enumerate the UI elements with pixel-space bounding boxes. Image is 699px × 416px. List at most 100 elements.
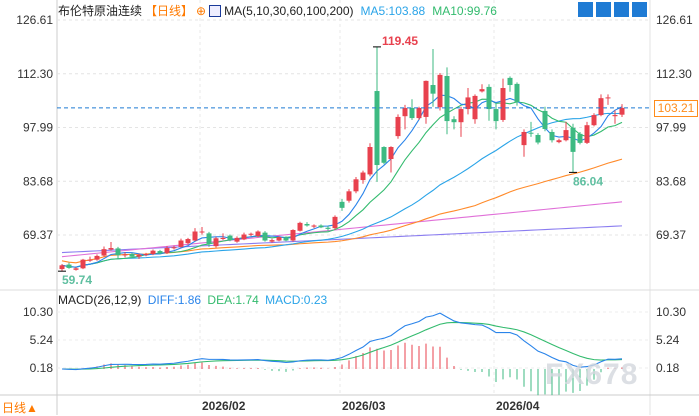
candle-body xyxy=(584,125,590,143)
candle-body xyxy=(444,76,450,122)
crosshair-toggle-icon[interactable]: ⊕ xyxy=(196,3,207,18)
candle-body xyxy=(479,89,485,92)
candle-body xyxy=(101,249,107,256)
candle-body xyxy=(605,97,611,99)
candle-body xyxy=(290,230,296,241)
candle-body xyxy=(493,109,499,122)
ma-label: MA(5,10,30,60,100,200) xyxy=(224,3,354,18)
candle-body xyxy=(248,233,254,235)
macd-tick-label-left: 0.18 xyxy=(30,361,54,375)
candle-body xyxy=(108,248,114,250)
candle-body xyxy=(451,119,457,123)
x-tick-label: 2026/02 xyxy=(202,399,246,413)
candle-body xyxy=(262,232,268,241)
macd-tick-label-left: 10.30 xyxy=(23,305,53,319)
candle-body xyxy=(374,91,380,166)
y-tick-label-right: 112.30 xyxy=(656,67,692,81)
candle-body xyxy=(122,254,128,256)
candle-body xyxy=(171,247,177,249)
candle-body xyxy=(192,231,198,241)
ma200-line xyxy=(61,225,623,254)
chart-header: 布伦特原油连续 【日线】 ⊕ MA(5,10,30,60,100,200) MA… xyxy=(58,2,497,19)
candle-body xyxy=(367,146,373,175)
ma30-line xyxy=(61,112,623,268)
candle-body xyxy=(612,115,618,117)
candle-body xyxy=(115,248,121,256)
candle-body xyxy=(521,131,527,146)
candle-body xyxy=(213,238,219,247)
dea-value: DEA:1.74 xyxy=(207,293,259,307)
candle-body xyxy=(164,248,170,253)
macd-tick-label-right: 10.30 xyxy=(656,305,686,319)
candle-body xyxy=(276,237,282,241)
candle-body xyxy=(388,146,394,160)
candle-body xyxy=(346,191,352,201)
candle-body xyxy=(59,265,65,270)
candle-body xyxy=(206,233,212,244)
diff-line xyxy=(61,312,623,371)
candle-body xyxy=(297,222,303,231)
candle-body xyxy=(318,225,324,228)
zoom-range-icon[interactable] xyxy=(596,2,611,17)
candle-body xyxy=(423,80,429,117)
candle-body xyxy=(402,107,408,117)
y-tick-label-left: 112.30 xyxy=(17,67,53,81)
candle-body xyxy=(80,259,86,269)
macd-tick-label-right: 5.24 xyxy=(656,333,680,347)
period-tag: 【日线】 xyxy=(145,4,194,18)
candle-body xyxy=(598,98,604,116)
candle-body xyxy=(234,237,240,242)
period-selector-button[interactable]: 日线▲ xyxy=(2,401,38,415)
candle-body xyxy=(94,255,100,260)
candle-body xyxy=(486,86,492,110)
candle-body xyxy=(591,115,597,126)
candle-body xyxy=(395,116,401,137)
y-tick-label-right: 126.61 xyxy=(656,13,693,27)
candle-body xyxy=(157,251,163,254)
ma60-line xyxy=(61,158,623,264)
candle-body xyxy=(87,259,93,261)
candle-body xyxy=(150,250,156,255)
ma5-value: MA5:103.88 xyxy=(360,3,426,18)
candle-body xyxy=(416,107,422,119)
first-low-price-label: 59.74 xyxy=(62,273,92,287)
candle-body xyxy=(507,77,513,86)
candle-body xyxy=(199,231,205,233)
ma10-value: MA10:99.76 xyxy=(432,3,497,18)
candle-body xyxy=(563,130,569,141)
ma-settings-icon[interactable] xyxy=(209,4,222,17)
chart-toolbar xyxy=(578,2,647,17)
candle-body xyxy=(500,88,506,120)
y-tick-label-left: 69.37 xyxy=(23,228,53,242)
candle-body xyxy=(143,254,149,256)
y-tick-label-left: 97.99 xyxy=(23,121,53,135)
candle-body xyxy=(269,240,275,242)
candle-body xyxy=(178,240,184,247)
candle-body xyxy=(283,237,289,241)
dea-line xyxy=(61,321,623,370)
candle-body xyxy=(514,83,520,102)
candle-body xyxy=(619,107,625,115)
candle-body xyxy=(409,107,415,119)
candle-body xyxy=(556,140,562,143)
y-tick-label-left: 126.61 xyxy=(16,13,53,27)
crosshair-icon[interactable] xyxy=(578,2,593,17)
instrument-title: 布伦特原油连续 xyxy=(58,4,143,18)
candle-body xyxy=(528,132,534,134)
candle-body xyxy=(381,146,387,163)
candle-body xyxy=(542,110,548,129)
candle-body xyxy=(430,85,436,94)
candle-body xyxy=(255,231,261,237)
candle-body xyxy=(129,254,135,257)
macd-header: MACD(26,12,9) DIFF:1.86 DEA:1.74 MACD:0.… xyxy=(58,293,327,307)
play-icon[interactable] xyxy=(614,2,629,17)
current-price-label: 103.21 xyxy=(654,100,698,117)
candle-body xyxy=(353,179,359,192)
go-latest-icon[interactable] xyxy=(632,2,647,17)
candle-body xyxy=(458,109,464,123)
high-price-label: 119.45 xyxy=(382,34,418,48)
candle-body xyxy=(472,95,478,120)
candle-body xyxy=(535,134,541,143)
macd-label: MACD(26,12,9) xyxy=(58,293,142,307)
